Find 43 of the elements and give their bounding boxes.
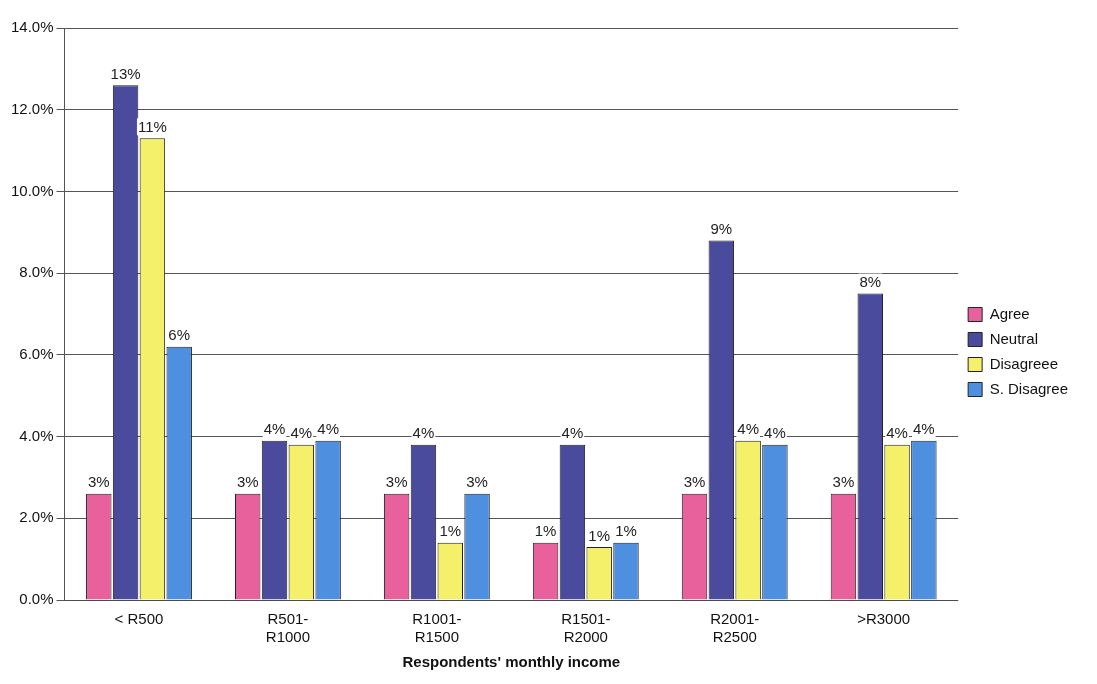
y-tick-label: 8.0% xyxy=(19,263,54,281)
x-tick-label: >R3000 xyxy=(857,610,911,628)
data-label: 1% xyxy=(534,522,557,540)
data-label: 4% xyxy=(317,420,339,438)
y-tick-label: 2.0% xyxy=(19,508,54,526)
data-label: 3% xyxy=(832,473,855,491)
x-tick-label: < R500 xyxy=(114,610,164,628)
x-tick-label: R2001-R2500 xyxy=(710,610,760,646)
data-label: 4% xyxy=(263,420,286,438)
y-tick-label: 4.0% xyxy=(19,426,54,444)
x-tick-label: R1501-R2000 xyxy=(561,610,611,646)
y-tick-label: 10.0% xyxy=(10,181,54,199)
data-label: 3% xyxy=(466,473,488,491)
data-label: 3% xyxy=(683,473,706,491)
data-label: 4% xyxy=(412,424,435,442)
data-label: 1% xyxy=(615,522,637,540)
data-label: 4% xyxy=(561,424,584,442)
data-label: 8% xyxy=(859,273,882,291)
data-label: 9% xyxy=(710,220,733,238)
data-label: 4% xyxy=(764,424,786,442)
x-tick-label: R1001-R1500 xyxy=(412,610,462,646)
legend-label: Agree xyxy=(989,304,1030,322)
data-label: 6% xyxy=(168,326,191,344)
data-label: 11% xyxy=(137,117,167,135)
data-label: 4% xyxy=(913,420,935,438)
legend-label: Neutral xyxy=(989,329,1038,347)
data-label: 1% xyxy=(588,526,611,544)
y-tick-label: 12.0% xyxy=(10,99,54,117)
data-label: 1% xyxy=(439,522,462,540)
y-tick-label: 6.0% xyxy=(19,345,54,362)
data-label: 4% xyxy=(290,424,313,442)
y-tick-label: 14.0% xyxy=(10,18,54,36)
data-label: 4% xyxy=(886,424,908,442)
data-label: 13% xyxy=(110,64,141,82)
legend-label: Disagreee xyxy=(989,354,1059,372)
y-tick-label: 0.0% xyxy=(19,590,54,608)
x-axis-title: Respondents' monthly income xyxy=(402,653,621,671)
data-label: 3% xyxy=(87,473,110,491)
x-tick-label: R501-R1000 xyxy=(265,610,311,646)
data-label: 3% xyxy=(385,473,408,491)
legend-label: S. Disagree xyxy=(989,379,1069,397)
data-label: 3% xyxy=(236,473,259,491)
data-label: 4% xyxy=(737,420,759,438)
